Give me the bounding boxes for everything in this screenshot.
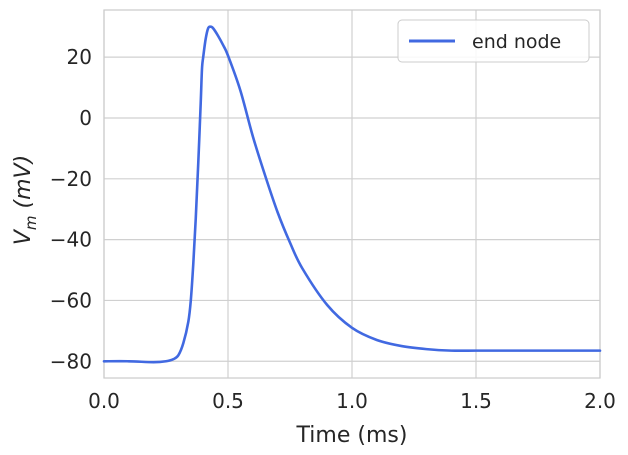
- x-tick-labels: 0.0 0.5 1.0 1.5 2.0: [88, 389, 616, 413]
- y-tick-label: −80: [50, 349, 92, 373]
- series-line-end-node: [102, 25, 602, 364]
- y-tick-label: −60: [50, 288, 92, 312]
- x-tick-label: 0.0: [88, 389, 120, 413]
- legend-label-end-node: end node: [472, 31, 561, 53]
- x-axis-label: Time (ms): [296, 423, 408, 448]
- legend-box: [397, 19, 590, 63]
- x-tick-label: 2.0: [584, 389, 616, 413]
- legend: end node: [397, 19, 590, 63]
- series-layer: [102, 25, 602, 364]
- plot-frame: [103, 9, 601, 379]
- x-tick-label: 1.5: [460, 389, 492, 413]
- y-tick-label: −40: [50, 228, 92, 252]
- y-axis-label: Vm (mV): [11, 155, 40, 245]
- x-tick-label: 0.5: [212, 389, 244, 413]
- x-tick-label: 1.0: [336, 389, 368, 413]
- y-axis-label-base: V: [11, 228, 36, 245]
- y-tick-labels: 20 0 −20 −40 −60 −80: [50, 45, 92, 373]
- y-tick-label: 0: [79, 106, 92, 130]
- y-tick-label: 20: [67, 45, 92, 69]
- y-tick-label: −20: [50, 167, 92, 191]
- y-axis-label-unit: (mV): [11, 155, 36, 216]
- y-axis-label-subscript: m: [22, 215, 40, 230]
